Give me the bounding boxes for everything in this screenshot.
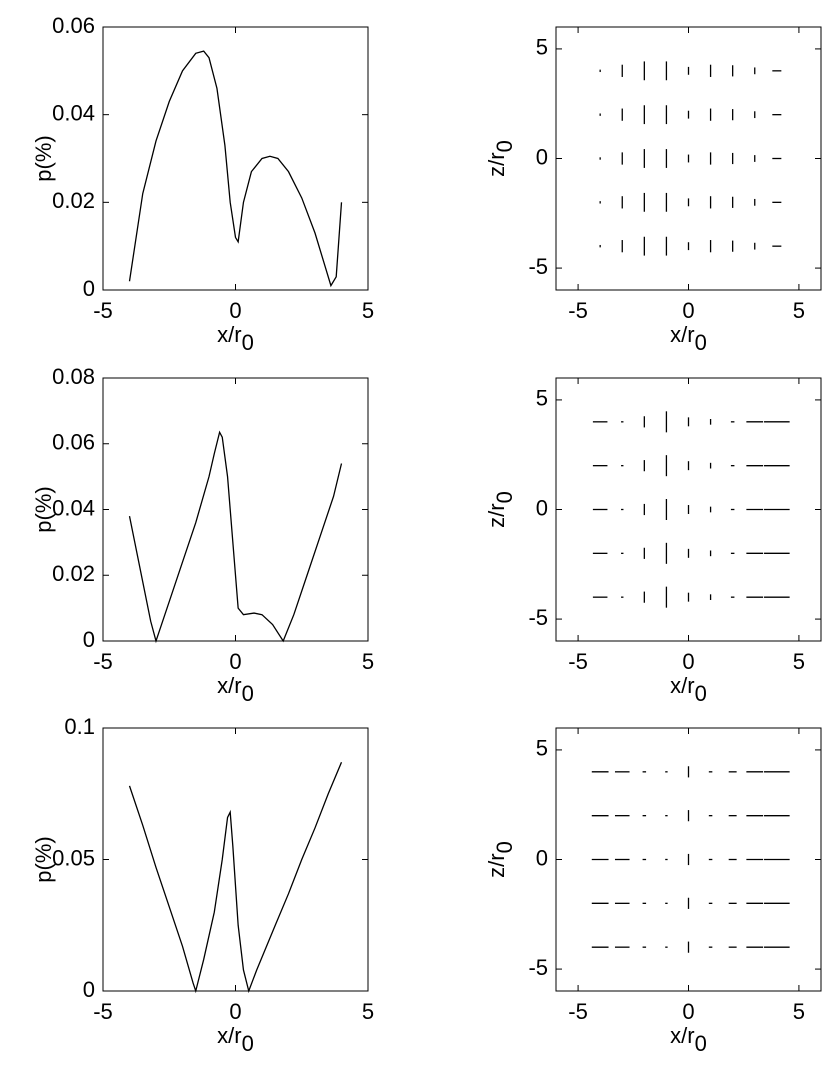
x-tick-label: 0 (682, 999, 694, 1024)
x-tick-label: -5 (568, 649, 588, 674)
subplot: -5 0 500.020.040.06x/r0p(%) (31, 13, 374, 355)
x-tick-label: -5 (93, 999, 113, 1024)
y-tick-label: 5 (536, 386, 548, 411)
x-tick-label: 5 (793, 298, 805, 323)
x-tick-label: 0 (682, 649, 694, 674)
y-tick-label: -5 (528, 605, 548, 630)
x-label-sub: 0 (695, 681, 707, 706)
y-tick-label: 0.06 (52, 13, 95, 38)
x-axis-label: x/r0 (217, 1023, 254, 1056)
y-tick-label: 5 (536, 35, 548, 60)
axes-box (102, 727, 369, 992)
x-label-text: x/r (217, 1023, 241, 1048)
x-tick-label: 0 (229, 649, 241, 674)
x-tick-label: 0 (229, 298, 241, 323)
x-axis-label: x/r0 (670, 673, 707, 706)
x-axis-label: x/r0 (670, 1023, 707, 1056)
x-label-sub: 0 (242, 681, 254, 706)
x-tick-label: 5 (793, 999, 805, 1024)
x-tick-label: 5 (362, 999, 374, 1024)
y-tick-label: 0 (83, 977, 95, 1002)
y-tick-label: 0.04 (52, 495, 95, 520)
y-label-text: p(%) (31, 486, 56, 532)
x-tick-label: 0 (229, 999, 241, 1024)
y-label-text: z/r (484, 853, 509, 877)
y-tick-label: 0.05 (52, 845, 95, 870)
x-label-sub: 0 (695, 1031, 707, 1056)
y-tick-label: 0.06 (52, 430, 95, 455)
y-tick-label: -5 (528, 955, 548, 980)
x-tick-label: 5 (362, 649, 374, 674)
y-tick-label: 0 (83, 627, 95, 652)
x-label-text: x/r (670, 673, 694, 698)
y-axis-label: z/r0 (484, 841, 517, 878)
axes-box (102, 377, 369, 642)
x-tick-label: 5 (793, 649, 805, 674)
y-axis-label: p(%) (31, 486, 56, 532)
y-tick-label: 0.04 (52, 100, 95, 125)
x-axis-label: x/r0 (670, 322, 707, 355)
x-tick-label: -5 (93, 649, 113, 674)
x-tick-label: 5 (362, 298, 374, 323)
x-tick-label: -5 (93, 298, 113, 323)
y-label-text: p(%) (31, 836, 56, 882)
y-label-text: z/r (484, 503, 509, 527)
y-tick-label: 0 (536, 495, 548, 520)
x-label-text: x/r (217, 322, 241, 347)
x-label-sub: 0 (695, 330, 707, 355)
x-tick-label: -5 (568, 999, 588, 1024)
subplot: -5 0 500.020.040.060.08x/r0p(%) (31, 364, 374, 706)
y-tick-label: 0.02 (52, 188, 95, 213)
axes-box (102, 26, 369, 291)
y-tick-label: 5 (536, 736, 548, 761)
x-label-sub: 0 (242, 330, 254, 355)
x-axis-label: x/r0 (217, 322, 254, 355)
y-axis-label: z/r0 (484, 491, 517, 528)
y-tick-label: 0.02 (52, 561, 95, 586)
curve (128, 50, 343, 288)
y-axis-label: z/r0 (484, 140, 517, 177)
y-tick-label: 0 (536, 144, 548, 169)
x-label-text: x/r (670, 322, 694, 347)
x-label-text: x/r (217, 673, 241, 698)
y-axis-label: p(%) (31, 836, 56, 882)
y-tick-label: 0 (83, 276, 95, 301)
y-label-text: p(%) (31, 135, 56, 181)
y-label-text: z/r (484, 152, 509, 176)
y-label-sub: 0 (492, 841, 517, 853)
x-axis-label: x/r0 (217, 673, 254, 706)
y-label-sub: 0 (492, 140, 517, 152)
curve (128, 761, 343, 994)
y-tick-label: 0.1 (64, 714, 95, 739)
x-tick-label: -5 (568, 298, 588, 323)
curve (128, 430, 343, 644)
y-label-sub: 0 (492, 491, 517, 503)
y-tick-label: -5 (528, 254, 548, 279)
x-label-sub: 0 (242, 1031, 254, 1056)
subplot: -5 0 500.050.1x/r0p(%) (31, 714, 374, 1056)
y-axis-label: p(%) (31, 135, 56, 181)
y-tick-label: 0 (536, 845, 548, 870)
x-label-text: x/r (670, 1023, 694, 1048)
y-tick-label: 0.08 (52, 364, 95, 389)
x-tick-label: 0 (682, 298, 694, 323)
